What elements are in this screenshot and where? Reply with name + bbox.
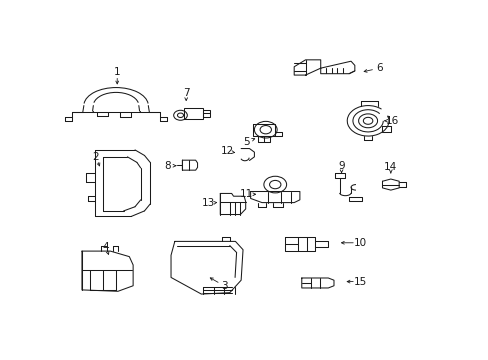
Bar [203, 110, 210, 117]
Text: 16: 16 [386, 116, 399, 126]
Text: 3: 3 [220, 281, 227, 291]
Text: 9: 9 [338, 161, 344, 171]
Text: 8: 8 [164, 161, 171, 171]
Text: 15: 15 [353, 276, 366, 287]
Text: 12: 12 [220, 146, 233, 156]
Text: 6: 6 [375, 63, 382, 73]
Text: 11: 11 [240, 189, 253, 199]
Text: 4: 4 [102, 242, 109, 252]
Text: 14: 14 [384, 162, 397, 172]
Text: 13: 13 [202, 198, 215, 208]
Bar [184, 108, 203, 120]
Text: 10: 10 [353, 238, 366, 248]
Text: 2: 2 [93, 152, 99, 162]
Text: 7: 7 [183, 88, 189, 98]
Text: 1: 1 [114, 67, 120, 77]
Text: 5: 5 [243, 136, 250, 147]
